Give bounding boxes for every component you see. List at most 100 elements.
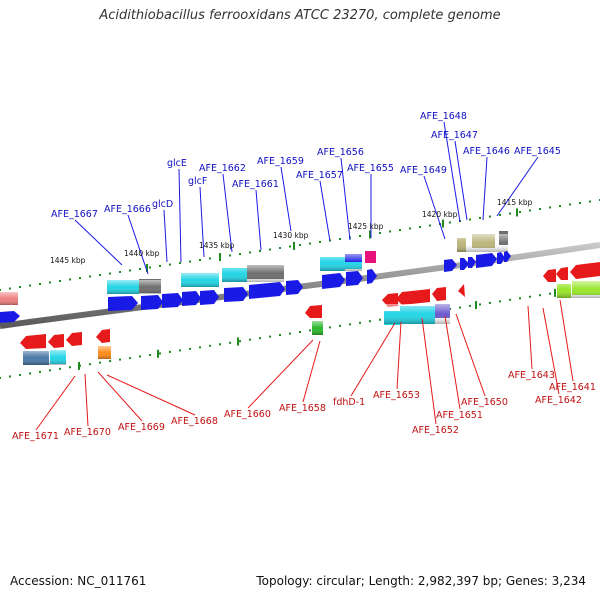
gene-label-top: AFE_1659 bbox=[257, 156, 304, 167]
scale-label: 1430 kbp bbox=[273, 231, 309, 240]
scale-dot bbox=[269, 335, 271, 338]
gene-arrow bbox=[286, 280, 303, 295]
scale-dot bbox=[419, 226, 421, 228]
leader-line bbox=[222, 173, 233, 253]
scale-dot bbox=[359, 235, 361, 237]
scale-major-tick bbox=[554, 288, 556, 297]
scale-dot bbox=[369, 320, 371, 323]
leader-line bbox=[106, 374, 196, 416]
scale-dot bbox=[179, 349, 181, 352]
scale-label: 1420 kbp bbox=[422, 210, 458, 219]
gene-arrow bbox=[504, 251, 511, 262]
map-title: Acidithiobacillus ferrooxidans ATCC 2327… bbox=[99, 8, 501, 23]
scale-dot bbox=[29, 284, 31, 287]
gene-arrow bbox=[468, 257, 476, 268]
scale-dot bbox=[239, 340, 241, 343]
scale-dot bbox=[539, 208, 541, 210]
scale-dot bbox=[169, 263, 171, 266]
scale-major-tick bbox=[146, 263, 148, 272]
scale-dot bbox=[199, 259, 201, 261]
gene-arrow bbox=[382, 293, 398, 307]
scale-dot bbox=[49, 369, 51, 372]
leader-line bbox=[454, 140, 468, 221]
scale-dot bbox=[189, 347, 191, 350]
scale-dot bbox=[309, 242, 311, 245]
leader-line bbox=[302, 340, 321, 403]
gene-arrow bbox=[66, 332, 82, 346]
scale-dot bbox=[519, 211, 521, 213]
gene-arrow bbox=[108, 296, 138, 311]
gene-label-bottom: AFE_1668 bbox=[171, 416, 218, 427]
gene-label-bottom: AFE_1651 bbox=[436, 410, 483, 421]
scale-dot bbox=[469, 304, 471, 307]
gene-label-bottom: AFE_1652 bbox=[412, 425, 459, 436]
gene-label-bottom: AFE_1653 bbox=[373, 390, 420, 401]
scale-dot bbox=[549, 206, 551, 209]
scale-major-tick bbox=[516, 208, 518, 217]
leader-line bbox=[559, 299, 574, 382]
scale-dot bbox=[399, 229, 401, 231]
gene-arrow bbox=[543, 269, 556, 282]
gene-label-top: AFE_1646 bbox=[463, 146, 510, 157]
gene-label-top: AFE_1666 bbox=[104, 204, 151, 215]
scale-dot bbox=[249, 338, 251, 341]
scale-dot bbox=[139, 355, 141, 358]
scale-major-tick bbox=[293, 241, 295, 250]
scale-dot bbox=[119, 271, 121, 273]
scale-dot bbox=[159, 265, 161, 267]
gene-label-bottom: AFE_1658 bbox=[279, 403, 326, 414]
scale-dot bbox=[129, 269, 131, 272]
scale-dot bbox=[0, 289, 1, 291]
scale-dot bbox=[89, 363, 91, 366]
gene-arrow bbox=[305, 305, 322, 318]
leader-line bbox=[319, 180, 331, 242]
scale-dot bbox=[0, 377, 1, 379]
scale-dot bbox=[469, 218, 471, 221]
scale-dot bbox=[509, 212, 511, 215]
leader-line bbox=[527, 305, 533, 370]
scale-dot bbox=[289, 332, 291, 335]
scale-dot bbox=[359, 321, 361, 324]
gene-label-bottom: AFE_1660 bbox=[224, 409, 271, 420]
leader-line bbox=[163, 209, 168, 263]
leader-line bbox=[35, 375, 76, 431]
scale-dot bbox=[379, 232, 381, 234]
gene-arrow bbox=[556, 267, 568, 280]
scale-dot bbox=[309, 329, 311, 332]
leader-line bbox=[542, 307, 560, 395]
leader-line bbox=[421, 317, 437, 425]
gene-arrow bbox=[460, 258, 469, 270]
scale-dot bbox=[269, 248, 271, 251]
scale-dot bbox=[299, 331, 301, 333]
gene-arrow bbox=[367, 269, 377, 284]
gene-arrow bbox=[200, 290, 219, 305]
scale-dot bbox=[319, 241, 321, 243]
feature-block bbox=[365, 251, 376, 263]
block-shading bbox=[0, 281, 600, 365]
leader-line bbox=[247, 339, 314, 409]
scale-dot bbox=[9, 287, 11, 290]
scale-dot bbox=[499, 214, 501, 216]
gene-label-top: glcF bbox=[188, 176, 207, 187]
reverse-genes bbox=[0, 262, 600, 365]
scale-dot bbox=[69, 366, 71, 369]
scale-dot bbox=[379, 318, 381, 321]
scale-dot bbox=[119, 358, 121, 361]
gene-label-top: AFE_1656 bbox=[317, 147, 364, 158]
scale-dot bbox=[89, 275, 91, 278]
scale-label: 1415 kbp bbox=[497, 198, 533, 207]
leader-line bbox=[482, 156, 488, 221]
leader-line bbox=[496, 156, 539, 217]
scale-label: 1425 kbp bbox=[348, 222, 384, 231]
scale-dot bbox=[339, 238, 341, 240]
label-leader-lines bbox=[35, 121, 574, 431]
scale-dot bbox=[69, 278, 71, 281]
scale-dot bbox=[159, 352, 161, 355]
scale-dot bbox=[539, 294, 541, 297]
scale-dot bbox=[19, 373, 21, 376]
scale-dot bbox=[99, 361, 101, 364]
scale-labels: 1445 kbp 1440 kbp 1435 kbp 1430 kbp 1425 kbp… bbox=[50, 198, 533, 265]
scale-label: 1435 kbp bbox=[199, 241, 235, 250]
scale-dot bbox=[299, 244, 301, 246]
